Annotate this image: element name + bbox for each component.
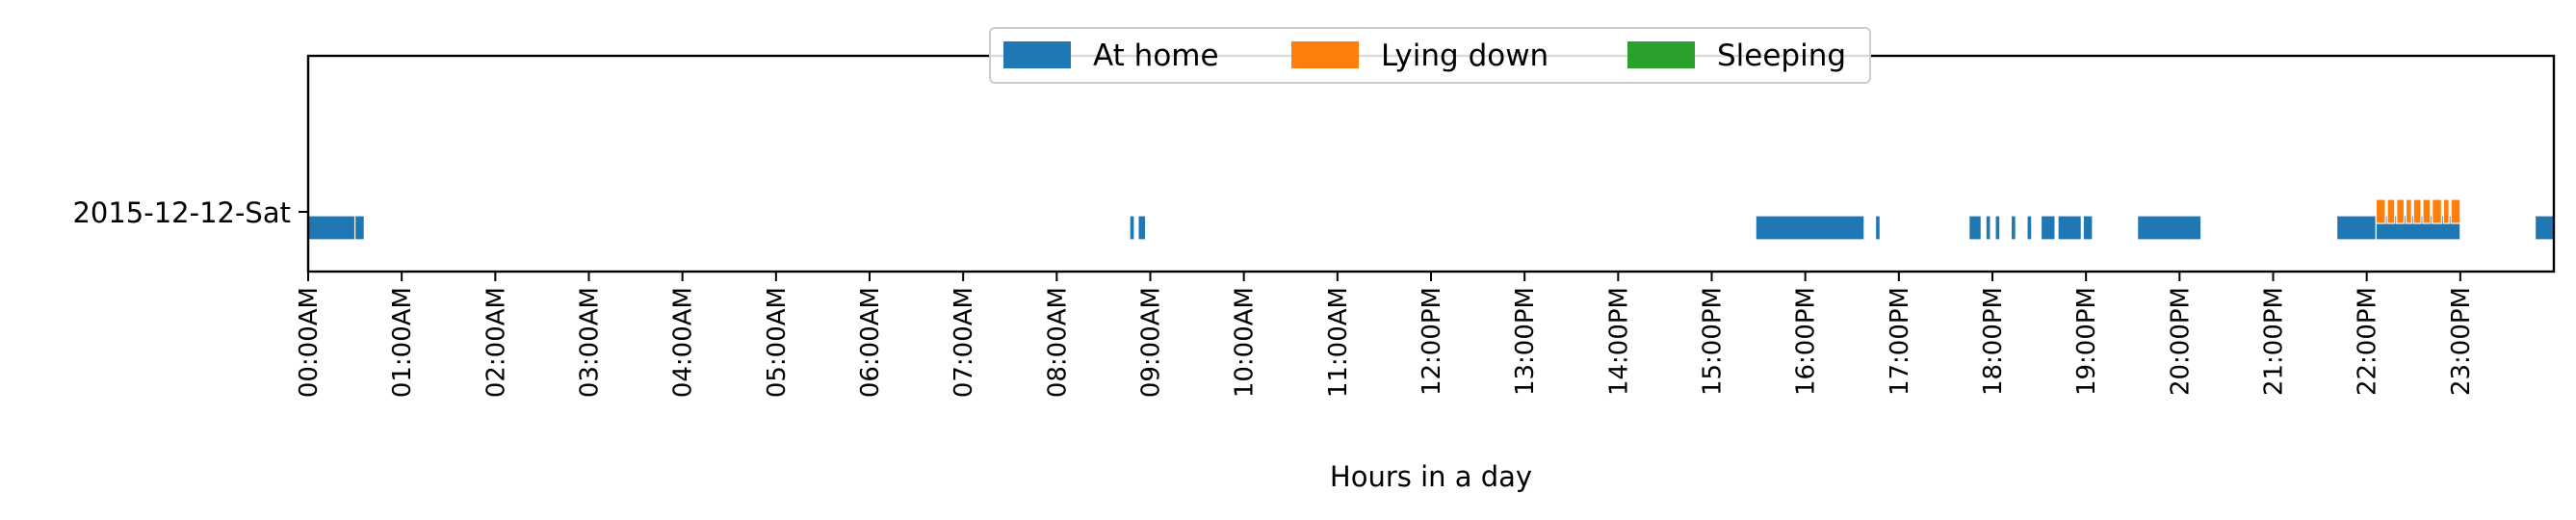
bar-at-home-8 bbox=[1994, 215, 2001, 241]
bar-at-home-3 bbox=[1137, 215, 1147, 241]
legend-label-at-home: At home bbox=[1093, 39, 1219, 73]
x-tick-label: 05:00AM bbox=[763, 287, 792, 398]
x-tick-label: 18:00PM bbox=[1979, 287, 2008, 396]
bar-lying-down-2 bbox=[2396, 198, 2406, 224]
bar-at-home-9 bbox=[2010, 215, 2017, 241]
bar-lying-down-6 bbox=[2432, 198, 2442, 224]
x-axis-label: Hours in a day bbox=[1330, 460, 1532, 493]
x-tick-label: 08:00AM bbox=[1043, 287, 1072, 398]
plot-frame bbox=[306, 54, 2556, 273]
x-tick-label: 16:00PM bbox=[1792, 287, 1821, 396]
y-axis: 2015-12-12-Sat bbox=[72, 196, 308, 229]
x-tick-label: 00:00AM bbox=[295, 287, 324, 398]
x-tick-label: 02:00AM bbox=[481, 287, 510, 398]
bar-at-home-6 bbox=[1968, 215, 1982, 241]
x-tick-label: 17:00PM bbox=[1886, 287, 1914, 396]
chart-marks bbox=[307, 198, 2555, 241]
legend: At home Lying down Sleeping bbox=[989, 27, 1871, 84]
x-tick-label: 03:00AM bbox=[576, 287, 605, 398]
x-tick-label: 20:00PM bbox=[2166, 287, 2195, 396]
legend-swatch-lying-down bbox=[1291, 41, 1359, 68]
x-tick-label: 23:00PM bbox=[2447, 287, 2476, 396]
bar-at-home-1 bbox=[353, 215, 365, 241]
bar-at-home-7 bbox=[1985, 215, 1991, 241]
bar-at-home-13 bbox=[2082, 215, 2094, 241]
bar-at-home-4 bbox=[1755, 215, 1865, 241]
x-tick-label: 06:00AM bbox=[856, 287, 885, 398]
x-tick-label: 09:00AM bbox=[1137, 287, 1166, 398]
x-tick-label: 11:00AM bbox=[1324, 287, 1353, 398]
x-tick-label: 21:00PM bbox=[2260, 287, 2289, 396]
x-axis: 00:00AM 01:00AM 02:00AM 03:00AM 04:00AM 05:00… bbox=[295, 272, 2476, 398]
bar-at-home-11 bbox=[2040, 215, 2056, 241]
bar-at-home-14 bbox=[2137, 215, 2202, 241]
x-tick-label: 14:00PM bbox=[1604, 287, 1633, 396]
bar-lying-down-8 bbox=[2450, 198, 2461, 224]
x-tick-label: 04:00AM bbox=[669, 287, 698, 398]
bar-at-home-17 bbox=[2534, 215, 2555, 241]
legend-label-sleeping: Sleeping bbox=[1717, 39, 1846, 73]
bar-lying-down-1 bbox=[2386, 198, 2396, 224]
bar-lying-down-3 bbox=[2405, 198, 2412, 224]
x-tick-label: 01:00AM bbox=[388, 287, 417, 398]
bar-at-home-10 bbox=[2026, 215, 2033, 241]
bar-lying-down-0 bbox=[2375, 198, 2386, 224]
x-tick-label: 12:00PM bbox=[1418, 287, 1446, 396]
x-tick-label: 07:00AM bbox=[950, 287, 978, 398]
legend-label-lying-down: Lying down bbox=[1381, 39, 1548, 73]
x-tick-label: 10:00AM bbox=[1231, 287, 1260, 398]
bar-lying-down-4 bbox=[2412, 198, 2422, 224]
bar-at-home-5 bbox=[1874, 215, 1882, 241]
bar-lying-down-7 bbox=[2442, 198, 2450, 224]
legend-swatch-sleeping bbox=[1627, 41, 1695, 68]
legend-swatch-at-home bbox=[1003, 41, 1071, 68]
x-tick-label: 22:00PM bbox=[2354, 287, 2382, 396]
x-tick-label: 19:00PM bbox=[2072, 287, 2101, 396]
x-tick-label: 15:00PM bbox=[1699, 287, 1728, 396]
bar-at-home-2 bbox=[1129, 215, 1135, 241]
bar-at-home-15 bbox=[2335, 215, 2377, 241]
bar-at-home-0 bbox=[307, 215, 356, 241]
bar-at-home-12 bbox=[2057, 215, 2082, 241]
y-tick-label: 2015-12-12-Sat bbox=[72, 196, 291, 229]
x-tick-label: 13:00PM bbox=[1511, 287, 1540, 396]
bar-lying-down-5 bbox=[2422, 198, 2432, 224]
